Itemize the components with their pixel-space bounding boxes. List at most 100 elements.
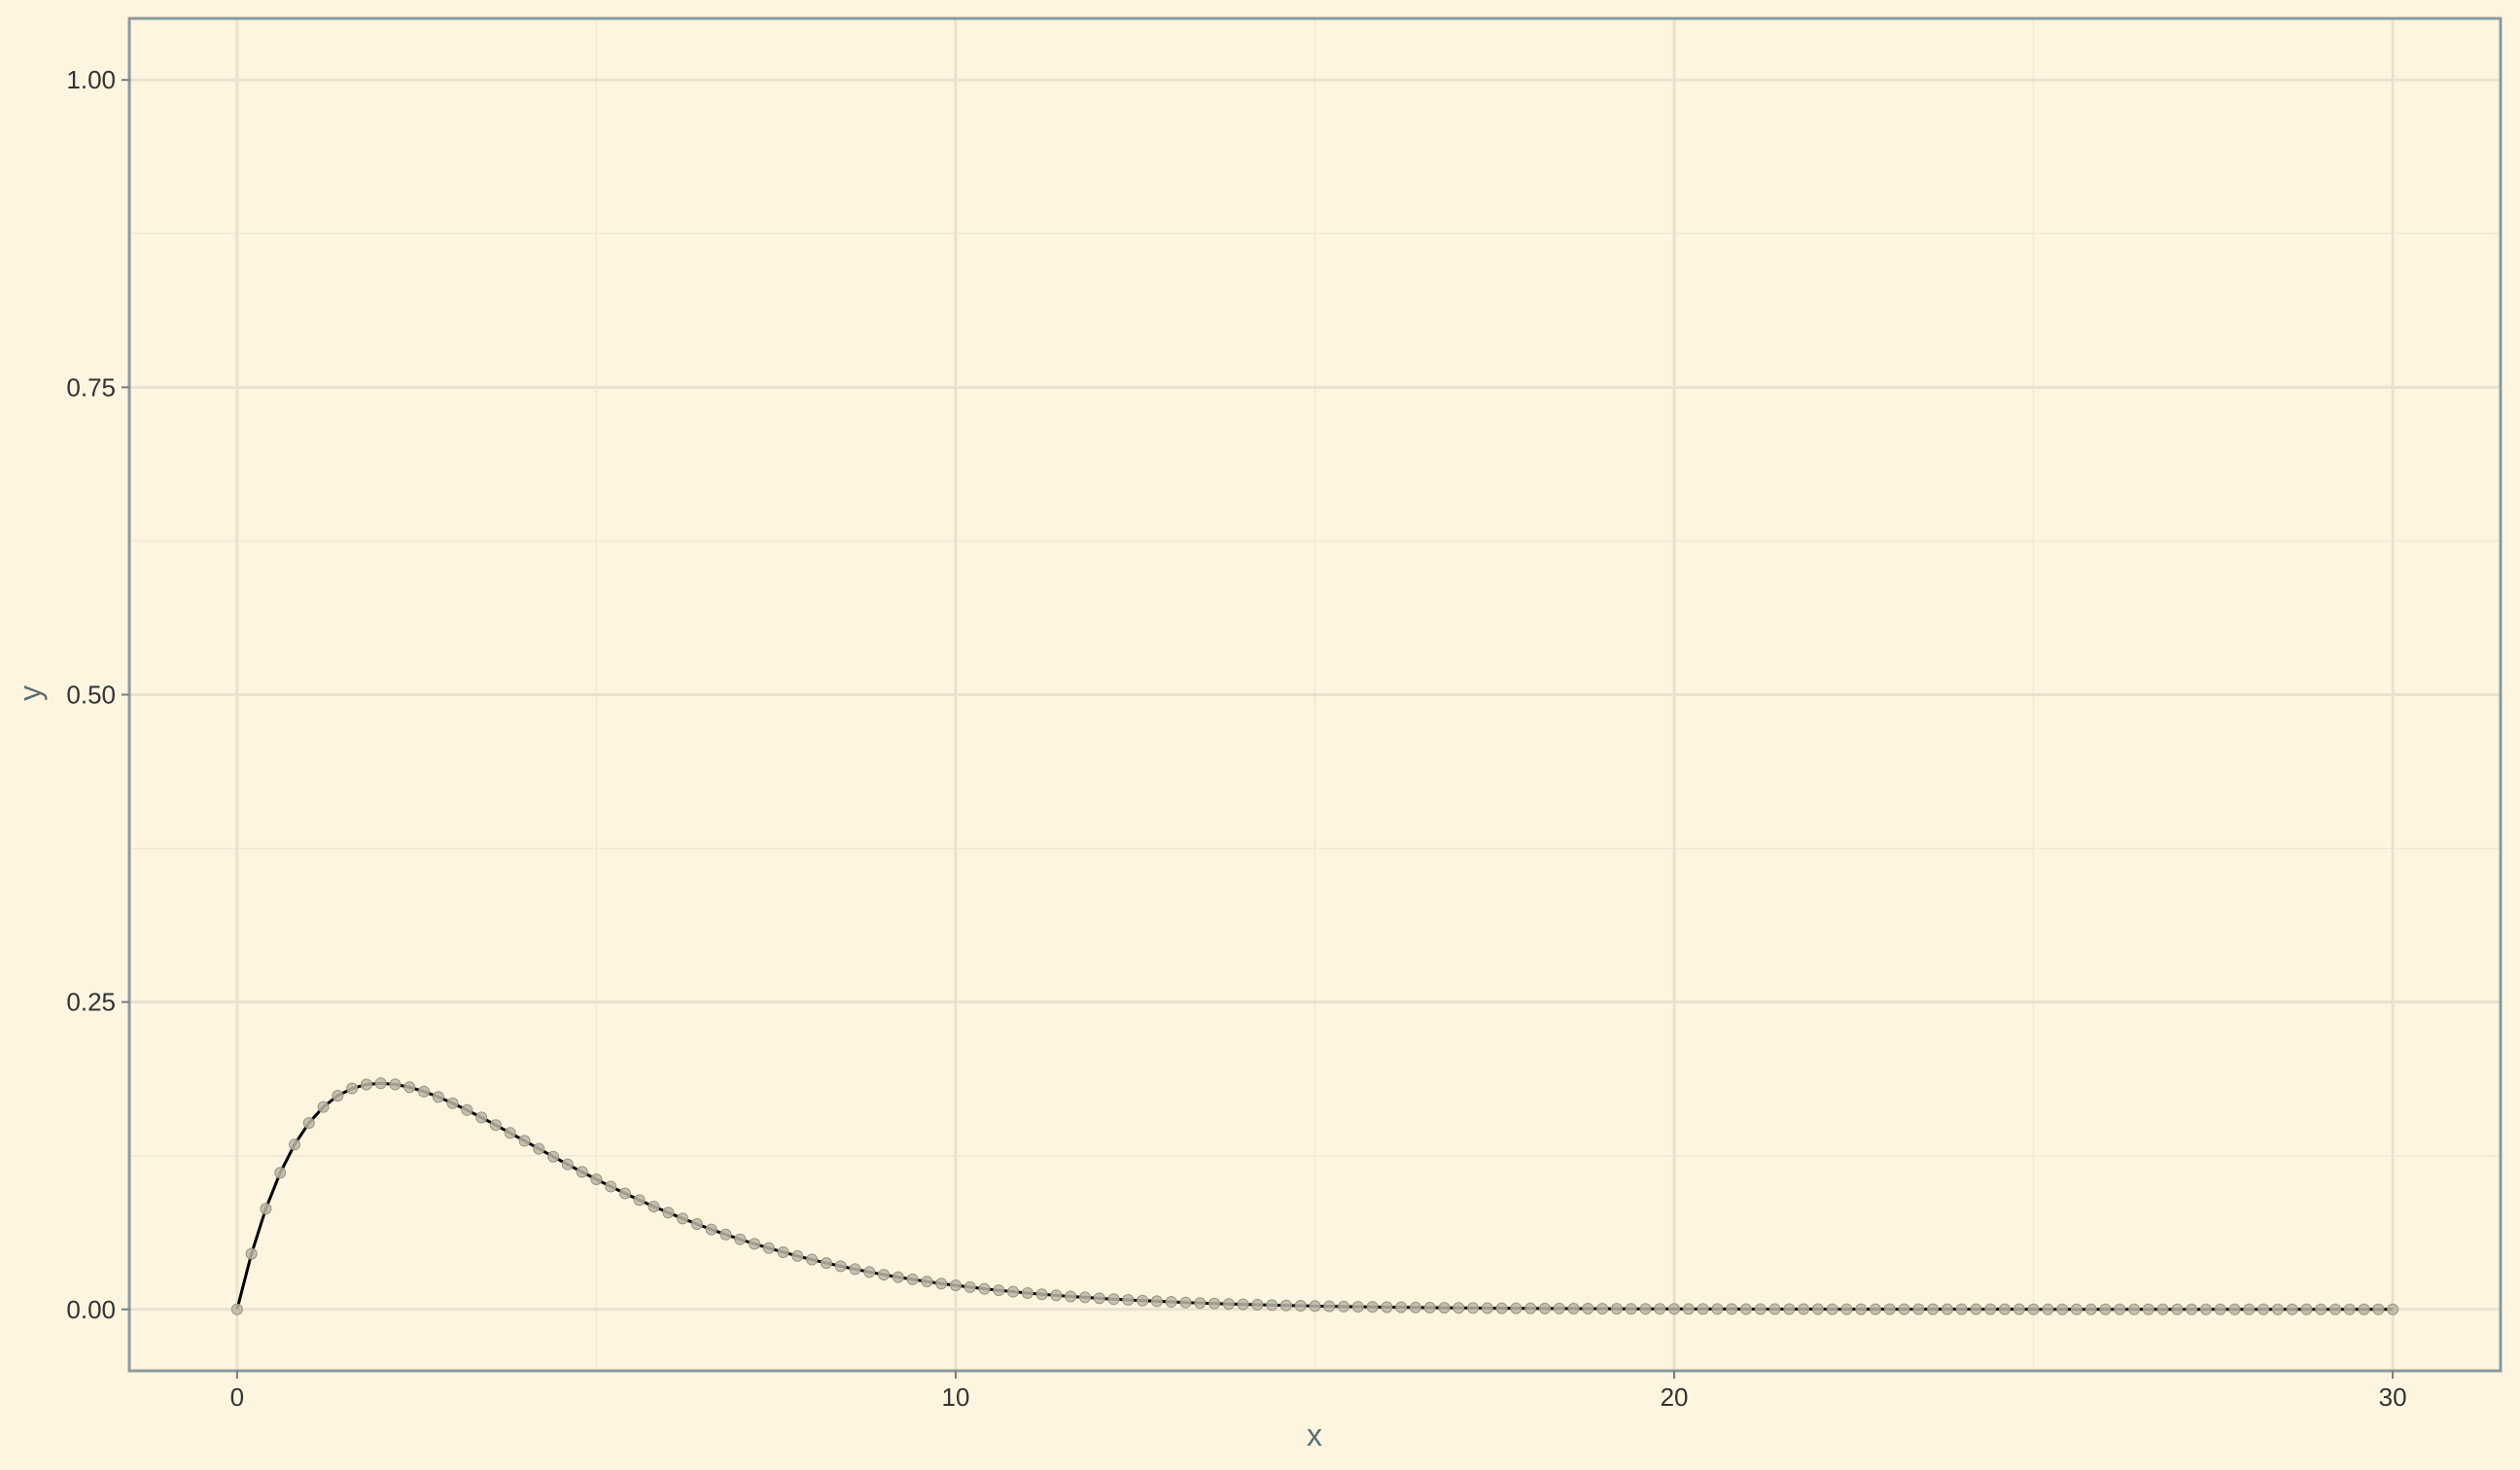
data-point: [2258, 1303, 2270, 1315]
data-point: [576, 1166, 588, 1178]
data-point: [1610, 1303, 1623, 1315]
data-point: [1639, 1303, 1652, 1315]
data-point: [1351, 1301, 1364, 1313]
data-point: [2300, 1303, 2313, 1315]
data-point: [820, 1257, 832, 1270]
data-point: [1524, 1302, 1537, 1314]
data-point: [1366, 1301, 1379, 1313]
data-point: [1682, 1303, 1695, 1315]
data-point: [2171, 1303, 2184, 1315]
data-point: [533, 1142, 545, 1155]
data-point: [418, 1085, 431, 1098]
x-tick-label: 10: [941, 1382, 969, 1412]
data-point: [690, 1218, 703, 1231]
data-point: [374, 1077, 387, 1090]
data-point: [260, 1203, 272, 1215]
data-point: [935, 1278, 948, 1290]
data-point: [1194, 1297, 1207, 1310]
data-point: [2027, 1303, 2040, 1315]
data-point: [863, 1266, 876, 1278]
data-point: [1999, 1303, 2012, 1315]
data-point: [849, 1263, 861, 1276]
data-point: [1093, 1292, 1105, 1305]
y-tick-label: 0.75: [66, 372, 116, 402]
data-point: [1798, 1303, 1810, 1315]
y-tick-label: 0.25: [66, 988, 116, 1017]
data-point: [762, 1242, 775, 1254]
data-point: [2142, 1303, 2154, 1315]
data-point: [618, 1187, 631, 1200]
y-axis: 0.00 0.25 0.50 0.75 1.00: [66, 65, 129, 1324]
data-point: [489, 1119, 502, 1132]
data-point: [1165, 1296, 1177, 1309]
data-point: [2056, 1303, 2069, 1315]
data-point: [1122, 1294, 1135, 1307]
data-point: [2156, 1303, 2169, 1315]
data-point: [1826, 1303, 1838, 1315]
data-point: [1150, 1295, 1163, 1308]
data-point: [230, 1303, 243, 1315]
data-point: [1553, 1302, 1565, 1314]
data-point: [978, 1282, 991, 1295]
data-point: [1539, 1302, 1552, 1314]
data-point: [1739, 1303, 1752, 1315]
data-point: [605, 1180, 617, 1193]
data-point: [677, 1212, 689, 1225]
data-point: [749, 1238, 761, 1250]
data-point: [648, 1201, 660, 1213]
data-point: [1021, 1286, 1033, 1299]
data-point: [1726, 1303, 1738, 1315]
data-point: [906, 1273, 919, 1285]
data-point: [834, 1260, 847, 1273]
data-point: [2199, 1303, 2212, 1315]
data-point: [1855, 1303, 1868, 1315]
data-point: [2271, 1303, 2284, 1315]
data-point: [2343, 1303, 2356, 1315]
data-point: [1869, 1303, 1881, 1315]
y-tick-label: 0.50: [66, 681, 116, 710]
data-point: [1811, 1303, 1824, 1315]
data-point: [1279, 1299, 1292, 1312]
data-point: [1625, 1303, 1637, 1315]
data-point: [2214, 1303, 2226, 1315]
data-point: [1395, 1301, 1408, 1313]
data-point: [633, 1194, 646, 1207]
data-point: [1381, 1301, 1393, 1313]
data-point: [389, 1078, 402, 1091]
data-point: [1438, 1302, 1451, 1314]
x-tick-label: 30: [2379, 1382, 2407, 1412]
data-point: [346, 1082, 359, 1095]
data-point: [1423, 1302, 1436, 1314]
data-point: [1137, 1294, 1149, 1307]
data-point: [2128, 1303, 2141, 1315]
data-point: [2114, 1303, 2126, 1315]
data-point: [949, 1279, 962, 1292]
data-point: [317, 1101, 330, 1113]
data-point: [1654, 1303, 1666, 1315]
data-point: [1035, 1288, 1048, 1301]
data-points: [230, 1077, 2399, 1315]
y-tick-label: 1.00: [66, 65, 116, 94]
data-point: [1754, 1303, 1767, 1315]
data-point: [1107, 1293, 1120, 1306]
data-point: [1970, 1303, 1982, 1315]
data-point: [1338, 1300, 1350, 1312]
data-point: [1783, 1303, 1796, 1315]
data-point: [561, 1158, 574, 1171]
x-axis-title: x: [1307, 1418, 1322, 1452]
data-point: [791, 1249, 804, 1262]
data-point: [1007, 1285, 1020, 1298]
data-point: [1266, 1299, 1278, 1312]
grid: [129, 18, 2501, 1371]
data-point: [1596, 1303, 1609, 1315]
data-point: [504, 1127, 516, 1139]
data-point: [1409, 1301, 1421, 1313]
data-point: [1840, 1303, 1853, 1315]
data-point: [1251, 1298, 1264, 1311]
data-point: [2070, 1303, 2082, 1315]
data-point: [1050, 1289, 1063, 1302]
data-point: [1582, 1303, 1594, 1315]
x-axis: 0 10 20 30: [230, 1371, 2407, 1412]
data-point: [518, 1135, 531, 1147]
